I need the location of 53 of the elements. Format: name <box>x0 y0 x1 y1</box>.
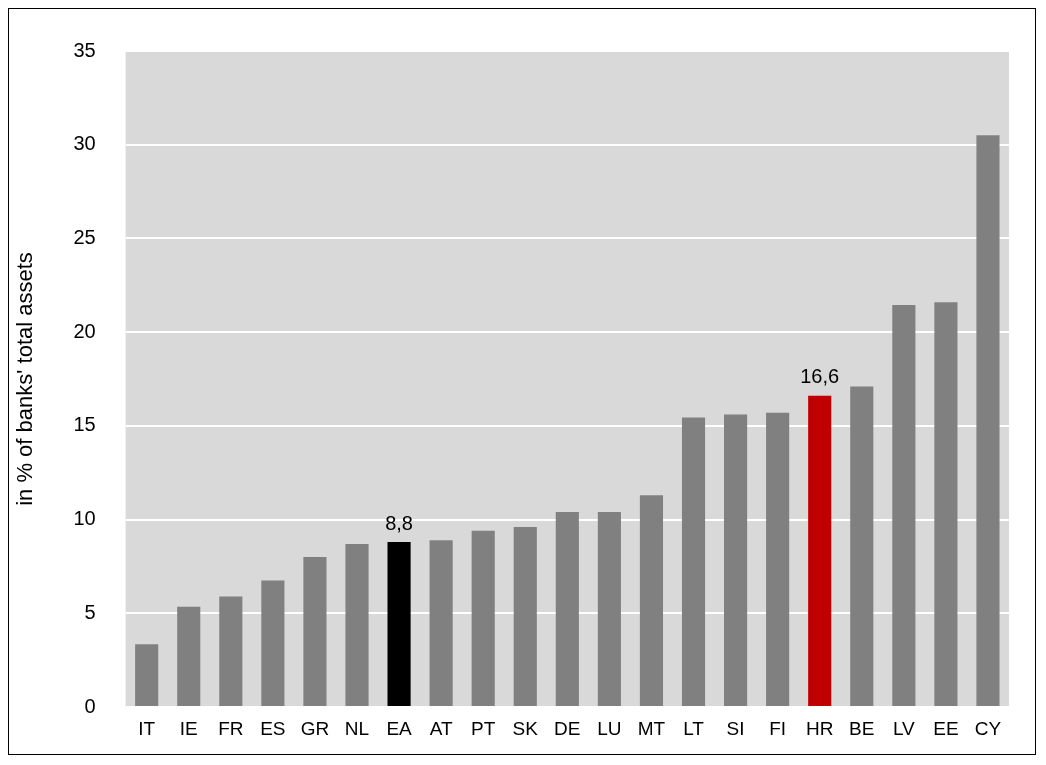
y-tick-label: 10 <box>73 507 96 530</box>
x-tick-label: CY <box>974 717 1002 739</box>
bar <box>681 417 706 706</box>
y-tick-label: 15 <box>73 413 96 436</box>
x-tick-label: IE <box>179 717 198 739</box>
x-tick-label: AT <box>429 717 453 739</box>
bar <box>219 596 243 706</box>
x-tick-label: EA <box>386 717 413 739</box>
x-tick-label: EE <box>933 717 959 739</box>
x-tick-label: LV <box>892 717 916 739</box>
x-tick-label: LT <box>683 717 705 739</box>
bar <box>303 557 327 706</box>
y-tick-label: 0 <box>84 694 96 717</box>
y-tick-label: 35 <box>73 38 96 61</box>
bar <box>639 495 664 706</box>
bar <box>724 414 748 706</box>
bar <box>345 543 369 706</box>
x-tick-label: BE <box>849 717 875 739</box>
bar <box>513 527 537 706</box>
bar <box>555 512 579 706</box>
bar <box>808 395 832 706</box>
bar <box>387 542 411 706</box>
x-tick-label: LU <box>597 717 622 739</box>
x-tick-label: GR <box>300 717 330 739</box>
bar <box>429 540 453 706</box>
x-tick-label: FR <box>218 717 244 739</box>
x-tick-label: PT <box>471 717 496 739</box>
bar <box>177 606 201 706</box>
bar <box>850 386 874 706</box>
data-label: 16,6 <box>800 365 840 388</box>
x-tick-label: ES <box>260 717 286 739</box>
x-tick-label: FI <box>769 717 787 739</box>
x-tick-label: HR <box>805 717 834 739</box>
y-tick-label: 5 <box>84 600 96 623</box>
x-tick-label: SK <box>512 717 539 739</box>
bar <box>597 512 621 706</box>
x-tick-label: SI <box>726 717 745 739</box>
x-tick-label: IT <box>138 717 156 739</box>
bar <box>471 530 495 706</box>
y-tick-label: 20 <box>73 319 96 342</box>
bar <box>135 644 159 706</box>
x-tick-label: NL <box>344 717 370 739</box>
y-axis-title: in % of banks' total assets <box>12 252 38 506</box>
data-label: 8,8 <box>385 511 413 534</box>
x-tick-label: MT <box>637 717 666 739</box>
x-tick-label: DE <box>554 717 581 739</box>
y-tick-label: 30 <box>73 132 96 155</box>
bar <box>892 304 916 706</box>
bar <box>261 580 285 706</box>
bar <box>934 302 958 706</box>
y-tick-label: 25 <box>73 225 96 248</box>
bar <box>766 412 790 706</box>
bar <box>976 135 1000 706</box>
